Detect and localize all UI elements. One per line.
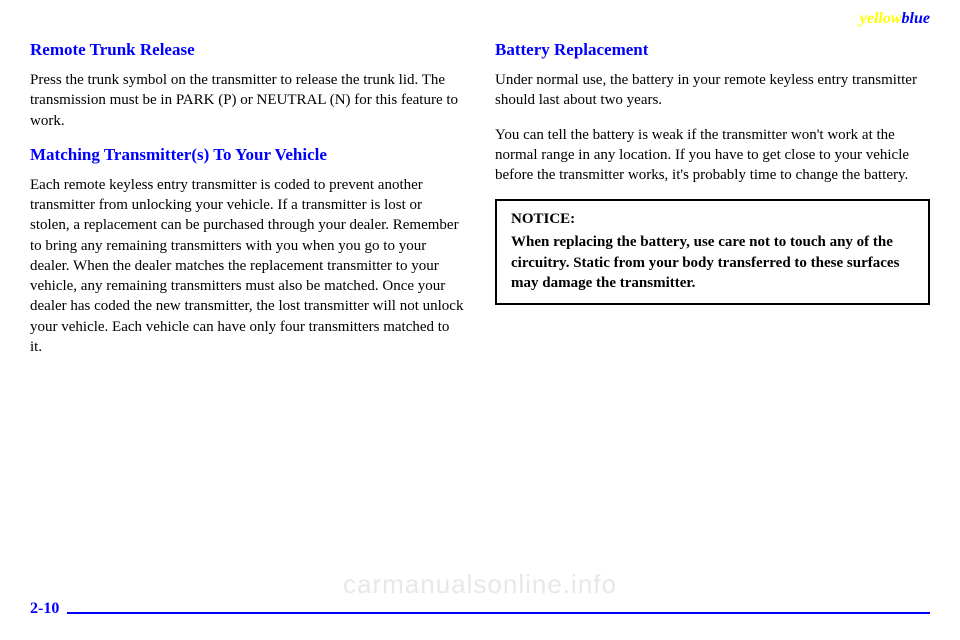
para-remote-trunk: Press the trunk symbol on the transmitte… [30,70,465,131]
notice-text: When replacing the battery, use care not… [511,232,914,293]
footer-rule [30,612,930,614]
notice-box: NOTICE: When replacing the battery, use … [495,199,930,305]
heading-matching-transmitters: Matching Transmitter(s) To Your Vehicle [30,145,465,165]
brand-part-2: blue [902,10,930,27]
heading-battery-replacement: Battery Replacement [495,40,930,60]
left-column: Remote Trunk Release Press the trunk sym… [30,40,465,371]
page-content: Remote Trunk Release Press the trunk sym… [0,0,960,371]
watermark: carmanualsonline.info [343,569,617,600]
heading-remote-trunk: Remote Trunk Release [30,40,465,60]
notice-label: NOTICE: [511,211,914,228]
brand-part-1: yellow [860,10,902,27]
para-battery-1: Under normal use, the battery in your re… [495,70,930,111]
para-matching-transmitters: Each remote keyless entry transmitter is… [30,175,465,357]
right-column: Battery Replacement Under normal use, th… [495,40,930,371]
page-footer: 2-10 [30,612,930,614]
page-number: 2-10 [30,600,67,618]
header-brand: yellowblue [860,10,930,28]
para-battery-2: You can tell the battery is weak if the … [495,125,930,186]
